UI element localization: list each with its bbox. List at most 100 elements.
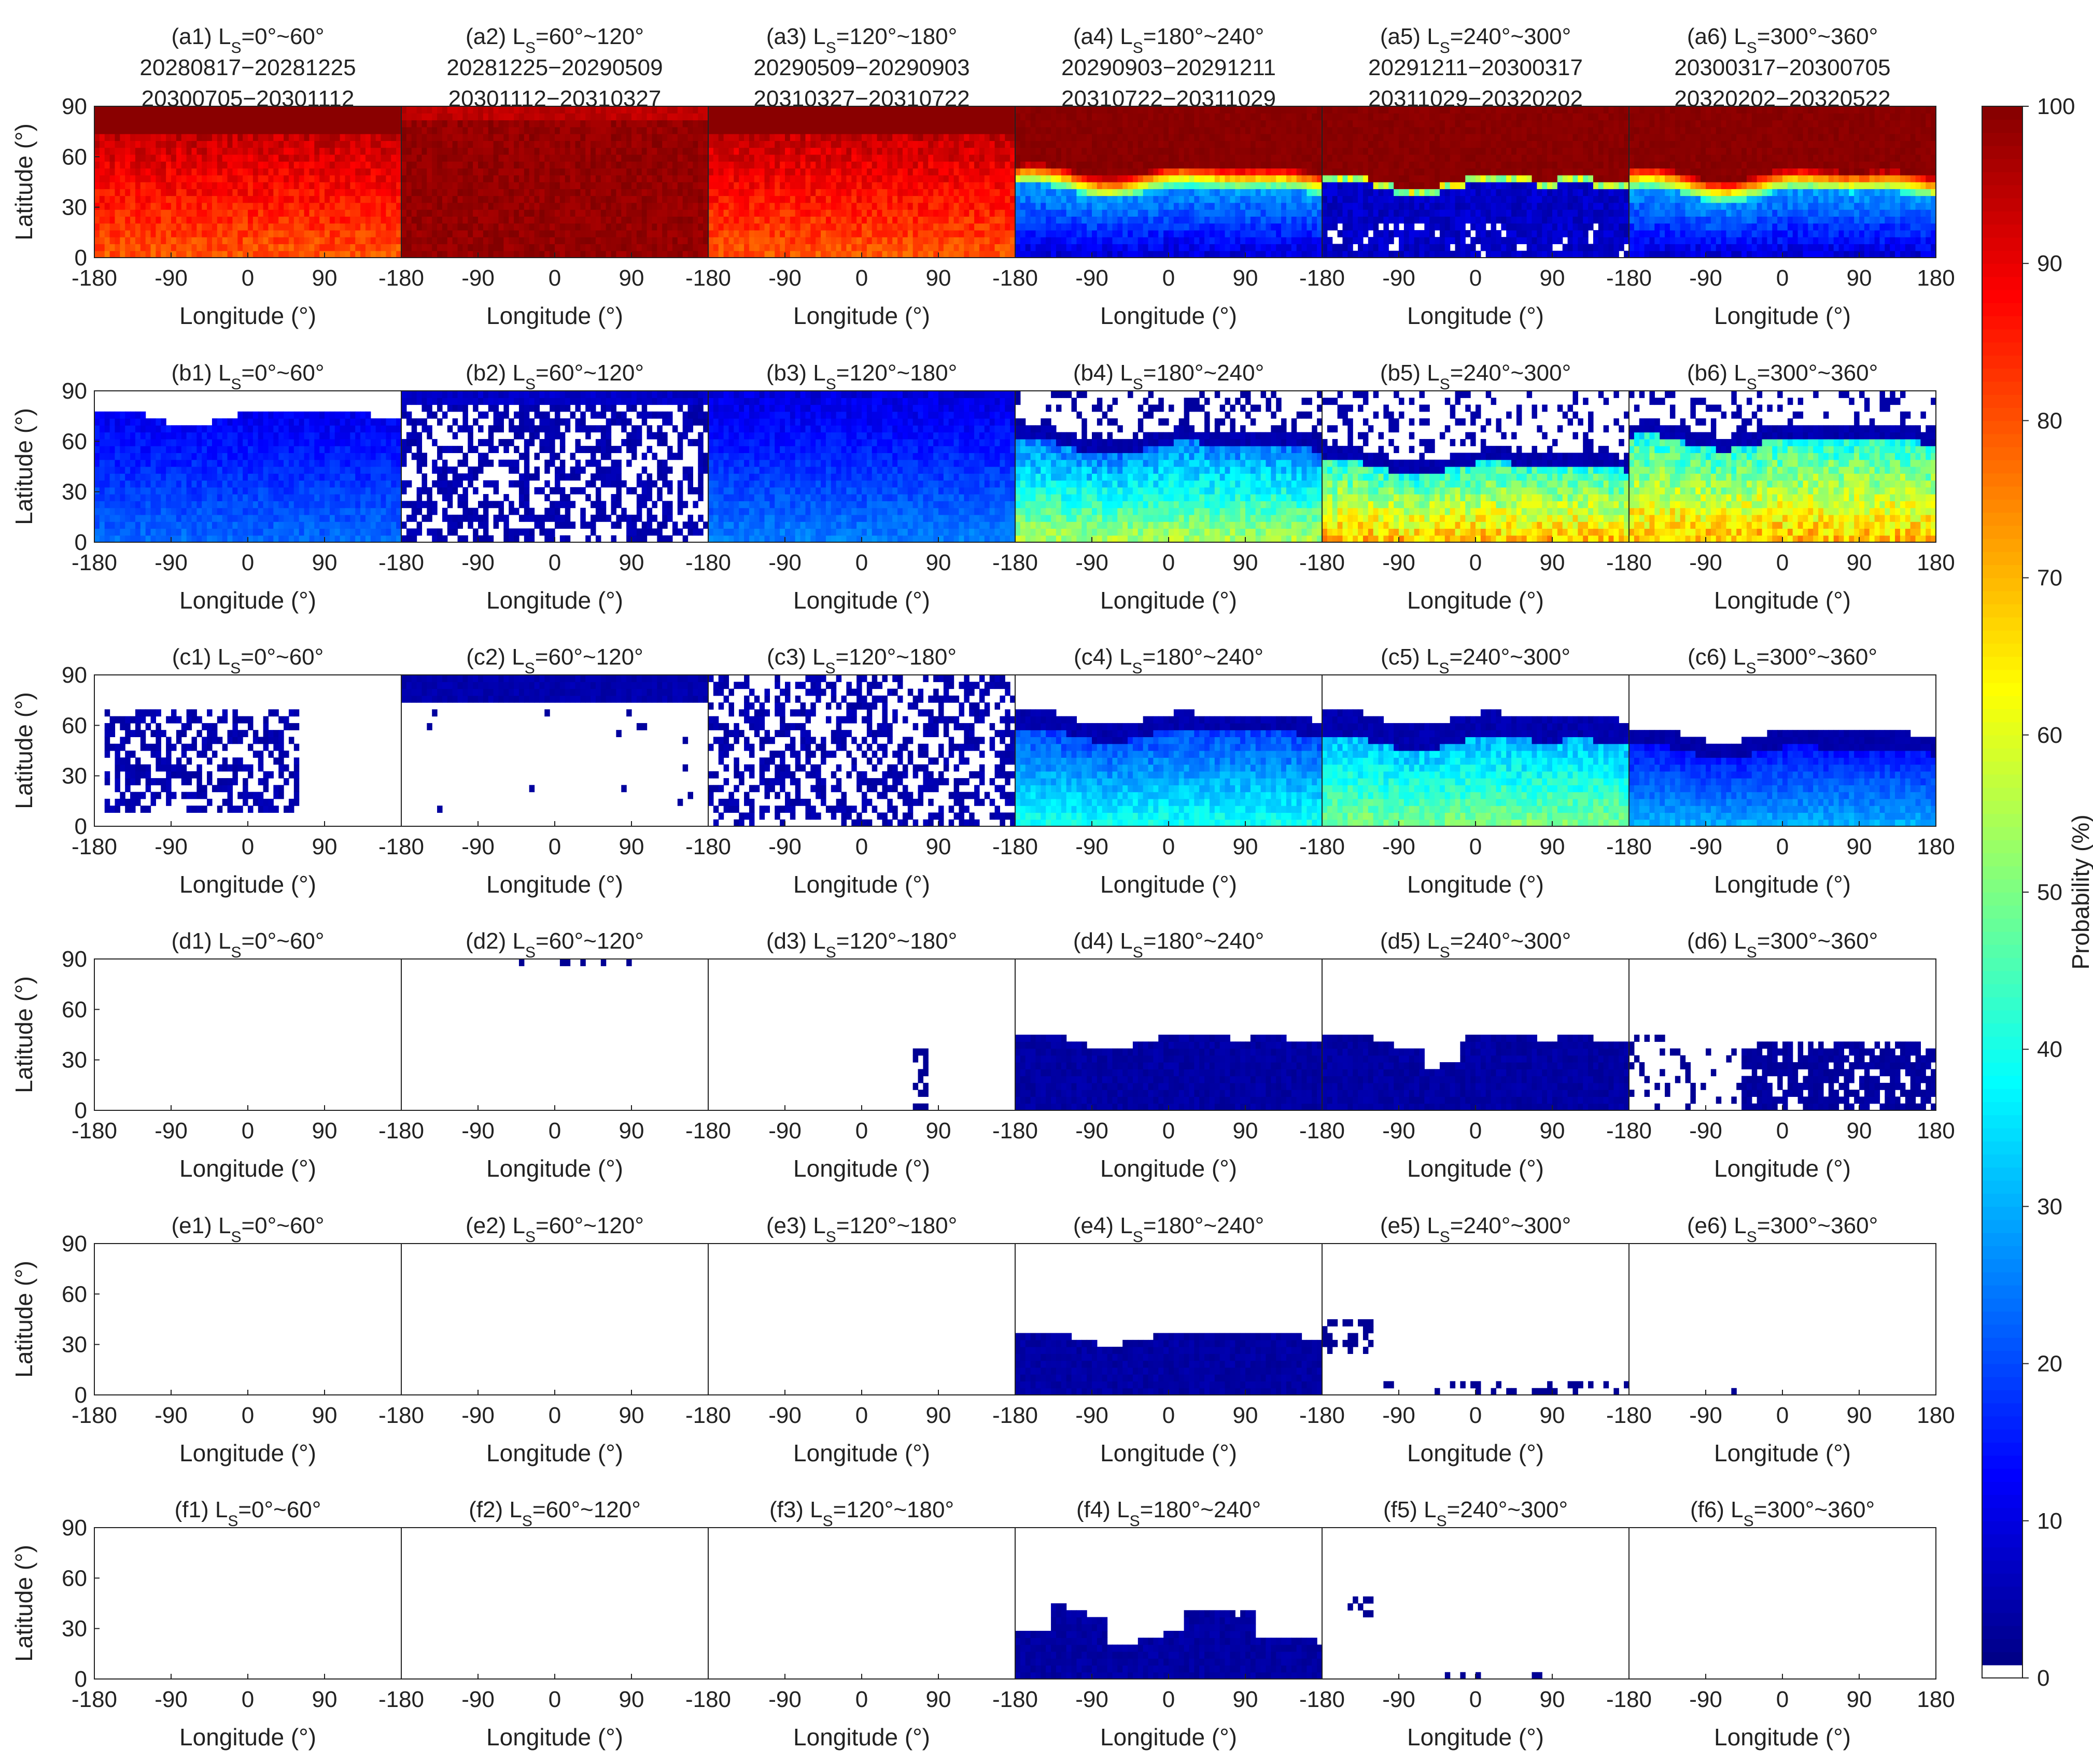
heatmap-cell	[289, 113, 294, 120]
heatmap-cell	[253, 196, 258, 203]
heatmap-cell	[120, 154, 125, 162]
heatmap-cell	[294, 230, 299, 237]
heatmap-cell	[294, 161, 299, 168]
heatmap-cell	[284, 196, 289, 203]
heatmap-cell	[299, 175, 304, 182]
heatmap-cell	[263, 127, 269, 134]
heatmap-cell	[196, 168, 202, 175]
heatmap-cell	[350, 196, 355, 203]
heatmap-cell	[120, 127, 125, 134]
heatmap-cell	[171, 196, 176, 203]
heatmap-cell	[212, 244, 217, 251]
heatmap-cell	[273, 196, 278, 203]
heatmap-cell	[181, 196, 187, 203]
heatmap-cell	[130, 182, 135, 189]
heatmap-cell	[100, 148, 105, 155]
heatmap-cell	[176, 120, 181, 128]
heatmap-cell	[94, 168, 100, 175]
heatmap-cell	[228, 168, 233, 175]
heatmap-cell	[130, 154, 135, 162]
heatmap-cell	[335, 140, 340, 148]
heatmap-cell	[345, 203, 350, 210]
heatmap-cell	[176, 175, 181, 182]
heatmap-cell	[248, 168, 253, 175]
heatmap-cell	[110, 203, 115, 210]
heatmap-cell	[237, 140, 243, 148]
heatmap-cell	[156, 140, 161, 148]
heatmap-cell	[151, 175, 156, 182]
heatmap-cell	[146, 134, 151, 141]
heatmap-cell	[232, 223, 237, 231]
heatmap-cell	[217, 113, 222, 120]
heatmap-cell	[350, 140, 355, 148]
heatmap-cell	[156, 161, 161, 168]
heatmap-cell	[289, 161, 294, 168]
heatmap-cell	[345, 113, 350, 120]
heatmap-cell	[325, 154, 330, 162]
heatmap-cell	[202, 113, 207, 120]
heatmap-cell	[100, 175, 105, 182]
heatmap-cell	[294, 154, 299, 162]
heatmap-cell	[125, 237, 130, 244]
heatmap-cell	[171, 168, 176, 175]
heatmap-cell	[156, 209, 161, 217]
heatmap-cell	[248, 223, 253, 231]
heatmap-cell	[289, 251, 294, 258]
heatmap-cell	[141, 251, 146, 258]
heatmap-cell	[166, 182, 171, 189]
heatmap-cell	[263, 223, 269, 231]
heatmap-cell	[299, 120, 304, 128]
heatmap-cell	[268, 182, 273, 189]
heatmap-cell	[289, 127, 294, 134]
heatmap-cell	[289, 140, 294, 148]
heatmap-cell	[181, 237, 187, 244]
heatmap-cell	[299, 230, 304, 237]
heatmap-cell	[284, 175, 289, 182]
heatmap-cell	[340, 189, 345, 196]
heatmap-cell	[110, 251, 115, 258]
heatmap-cell	[258, 223, 263, 231]
heatmap-cell	[115, 106, 120, 114]
heatmap-cell	[212, 154, 217, 162]
heatmap-cell	[350, 189, 355, 196]
heatmap-cell	[110, 182, 115, 189]
heatmap-cell	[212, 140, 217, 148]
heatmap-cell	[94, 106, 100, 114]
heatmap-cell	[340, 168, 345, 175]
heatmap-cell	[304, 140, 310, 148]
heatmap-cell	[350, 230, 355, 237]
heatmap-cell	[151, 182, 156, 189]
heatmap-cell	[217, 175, 222, 182]
heatmap-cell	[166, 127, 171, 134]
heatmap-cell	[309, 127, 314, 134]
heatmap-cell	[161, 196, 166, 203]
heatmap-cell	[237, 161, 243, 168]
heatmap-cell	[135, 230, 141, 237]
heatmap-cell	[237, 148, 243, 155]
heatmap-cell	[94, 127, 100, 134]
heatmap-cell	[156, 182, 161, 189]
heatmap-cell	[248, 140, 253, 148]
heatmap-cell	[110, 168, 115, 175]
heatmap-cell	[243, 216, 248, 223]
heatmap-cell	[243, 244, 248, 251]
heatmap-cell	[232, 244, 237, 251]
heatmap-cell	[110, 209, 115, 217]
heatmap-cell	[146, 168, 151, 175]
heatmap-cell	[125, 189, 130, 196]
heatmap-cell	[325, 223, 330, 231]
heatmap-cell	[156, 175, 161, 182]
heatmap-cell	[248, 154, 253, 162]
heatmap-cell	[187, 223, 192, 231]
heatmap-cell	[156, 237, 161, 244]
heatmap-cell	[319, 237, 325, 244]
heatmap-cell	[253, 134, 258, 141]
heatmap-cell	[330, 203, 335, 210]
heatmap-cell	[125, 209, 130, 217]
heatmap-cell	[355, 216, 360, 223]
heatmap-cell	[278, 148, 284, 155]
heatmap-cell	[202, 134, 207, 141]
heatmap-cell	[243, 113, 248, 120]
heatmap-cell	[217, 127, 222, 134]
heatmap-cell	[207, 182, 212, 189]
